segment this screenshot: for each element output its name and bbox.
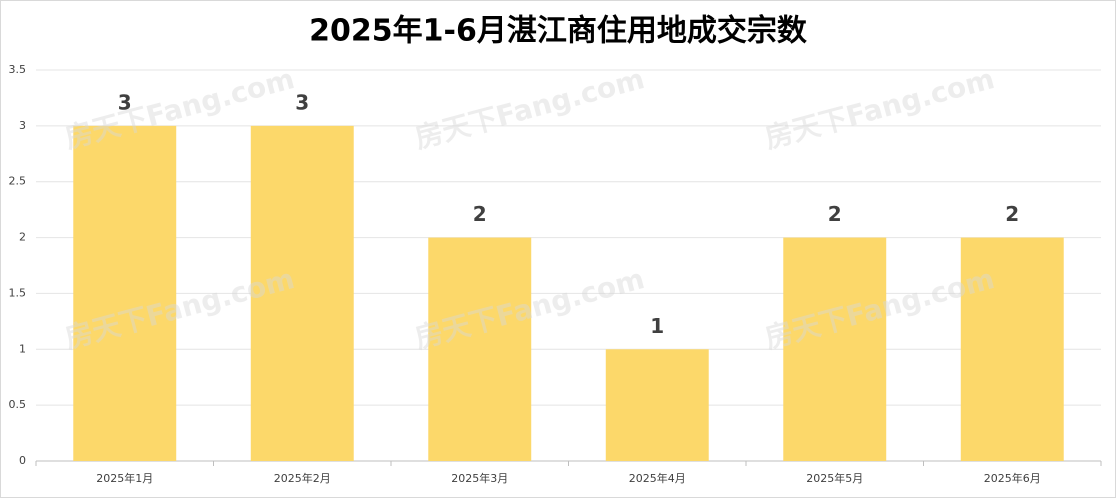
bar <box>960 237 1064 461</box>
bar <box>73 125 177 461</box>
bar <box>783 237 887 461</box>
bar <box>250 125 354 461</box>
bar <box>605 349 709 461</box>
y-tick-label: 1 <box>19 342 26 355</box>
y-tick-label: 0.5 <box>9 398 27 411</box>
value-label: 1 <box>650 314 664 338</box>
x-tick-label: 2025年1月 <box>96 471 153 485</box>
bar <box>428 237 532 461</box>
y-tick-label: 0 <box>19 454 26 467</box>
chart-title: 2025年1-6月湛江商住用地成交宗数 <box>309 14 808 49</box>
value-label: 2 <box>1005 202 1019 226</box>
x-tick-label: 2025年3月 <box>451 471 508 485</box>
value-label: 2 <box>828 202 842 226</box>
y-tick-label: 3 <box>19 119 26 132</box>
value-label: 3 <box>295 90 309 114</box>
value-label: 3 <box>118 90 132 114</box>
y-tick-label: 3.5 <box>9 63 27 76</box>
x-tick-label: 2025年2月 <box>274 471 331 485</box>
value-label: 2 <box>473 202 487 226</box>
x-tick-label: 2025年5月 <box>806 471 863 485</box>
x-tick-label: 2025年4月 <box>629 471 686 485</box>
y-tick-label: 2.5 <box>9 175 27 188</box>
y-tick-label: 2 <box>19 231 26 244</box>
y-tick-label: 1.5 <box>9 286 27 299</box>
x-tick-label: 2025年6月 <box>984 471 1041 485</box>
